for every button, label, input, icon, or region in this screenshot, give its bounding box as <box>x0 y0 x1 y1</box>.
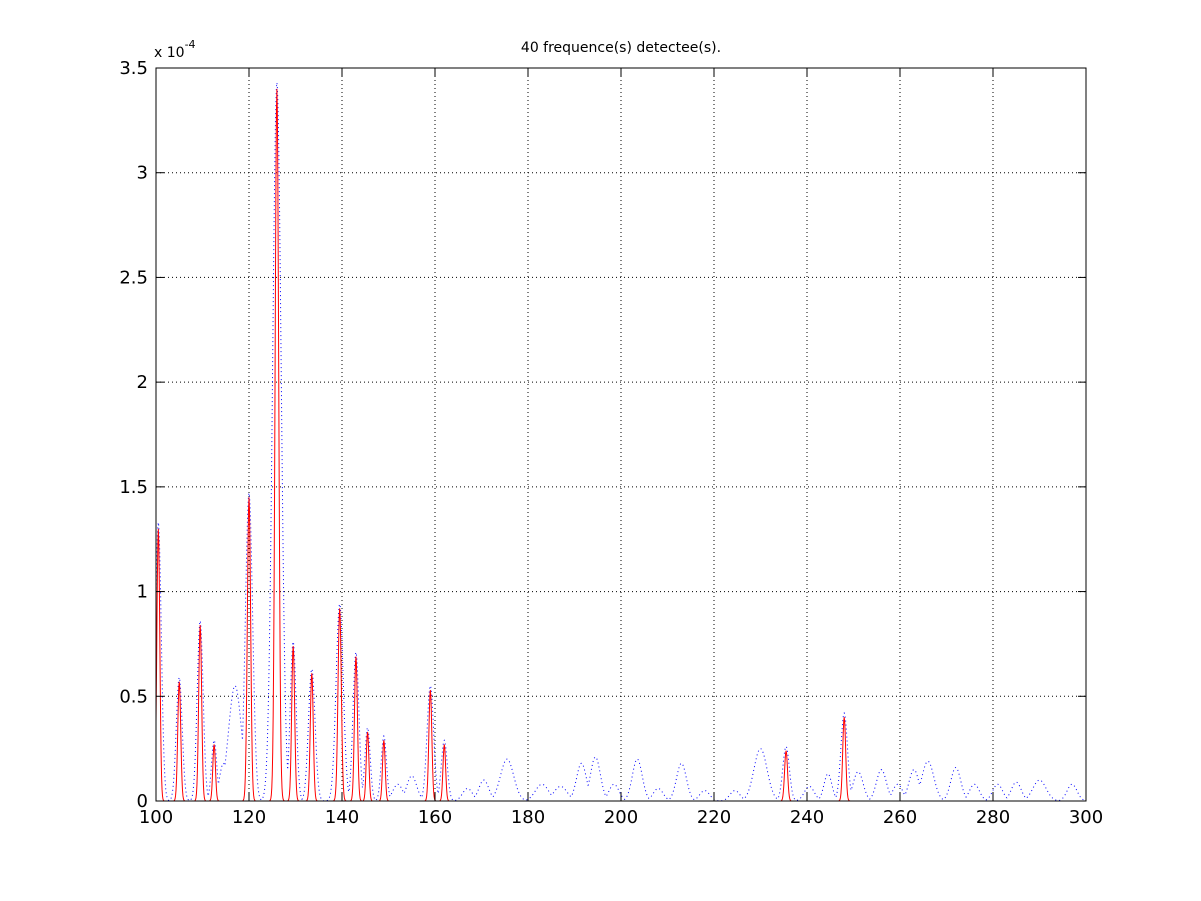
y-tick-label: 0 <box>137 791 148 812</box>
y-tick-label: 3 <box>137 163 148 184</box>
x-tick-label: 160 <box>418 807 452 828</box>
y-tick-label: 0.5 <box>119 686 148 707</box>
x-tick-label: 220 <box>697 807 731 828</box>
y-tick-label: 2.5 <box>119 267 148 288</box>
x-tick-label: 100 <box>139 807 173 828</box>
x-tick-label: 120 <box>232 807 266 828</box>
axis-exponent: x 10-4 <box>154 38 196 61</box>
y-tick-label: 1 <box>137 582 148 603</box>
y-tick-label: 1.5 <box>119 477 148 498</box>
plot-area <box>156 68 1086 801</box>
tick-labels: 100 120 140 160 180 200 220 240 260 280 300 0 0.5 1 1.… <box>119 58 1103 828</box>
axis-exponent-base: x 10 <box>154 45 185 61</box>
x-tick-label: 180 <box>511 807 545 828</box>
x-tick-label: 140 <box>325 807 359 828</box>
y-tick-label: 2 <box>137 372 148 393</box>
x-tick-label: 260 <box>883 807 917 828</box>
chart-title: 40 frequence(s) detectee(s). <box>521 40 721 56</box>
x-tick-label: 200 <box>604 807 638 828</box>
x-tick-label: 240 <box>790 807 824 828</box>
ticks <box>155 67 1087 802</box>
axis-exponent-power: -4 <box>185 38 196 51</box>
x-tick-label: 280 <box>976 807 1010 828</box>
x-tick-label: 300 <box>1069 807 1103 828</box>
grid <box>156 68 1086 801</box>
y-tick-label: 3.5 <box>119 58 148 79</box>
